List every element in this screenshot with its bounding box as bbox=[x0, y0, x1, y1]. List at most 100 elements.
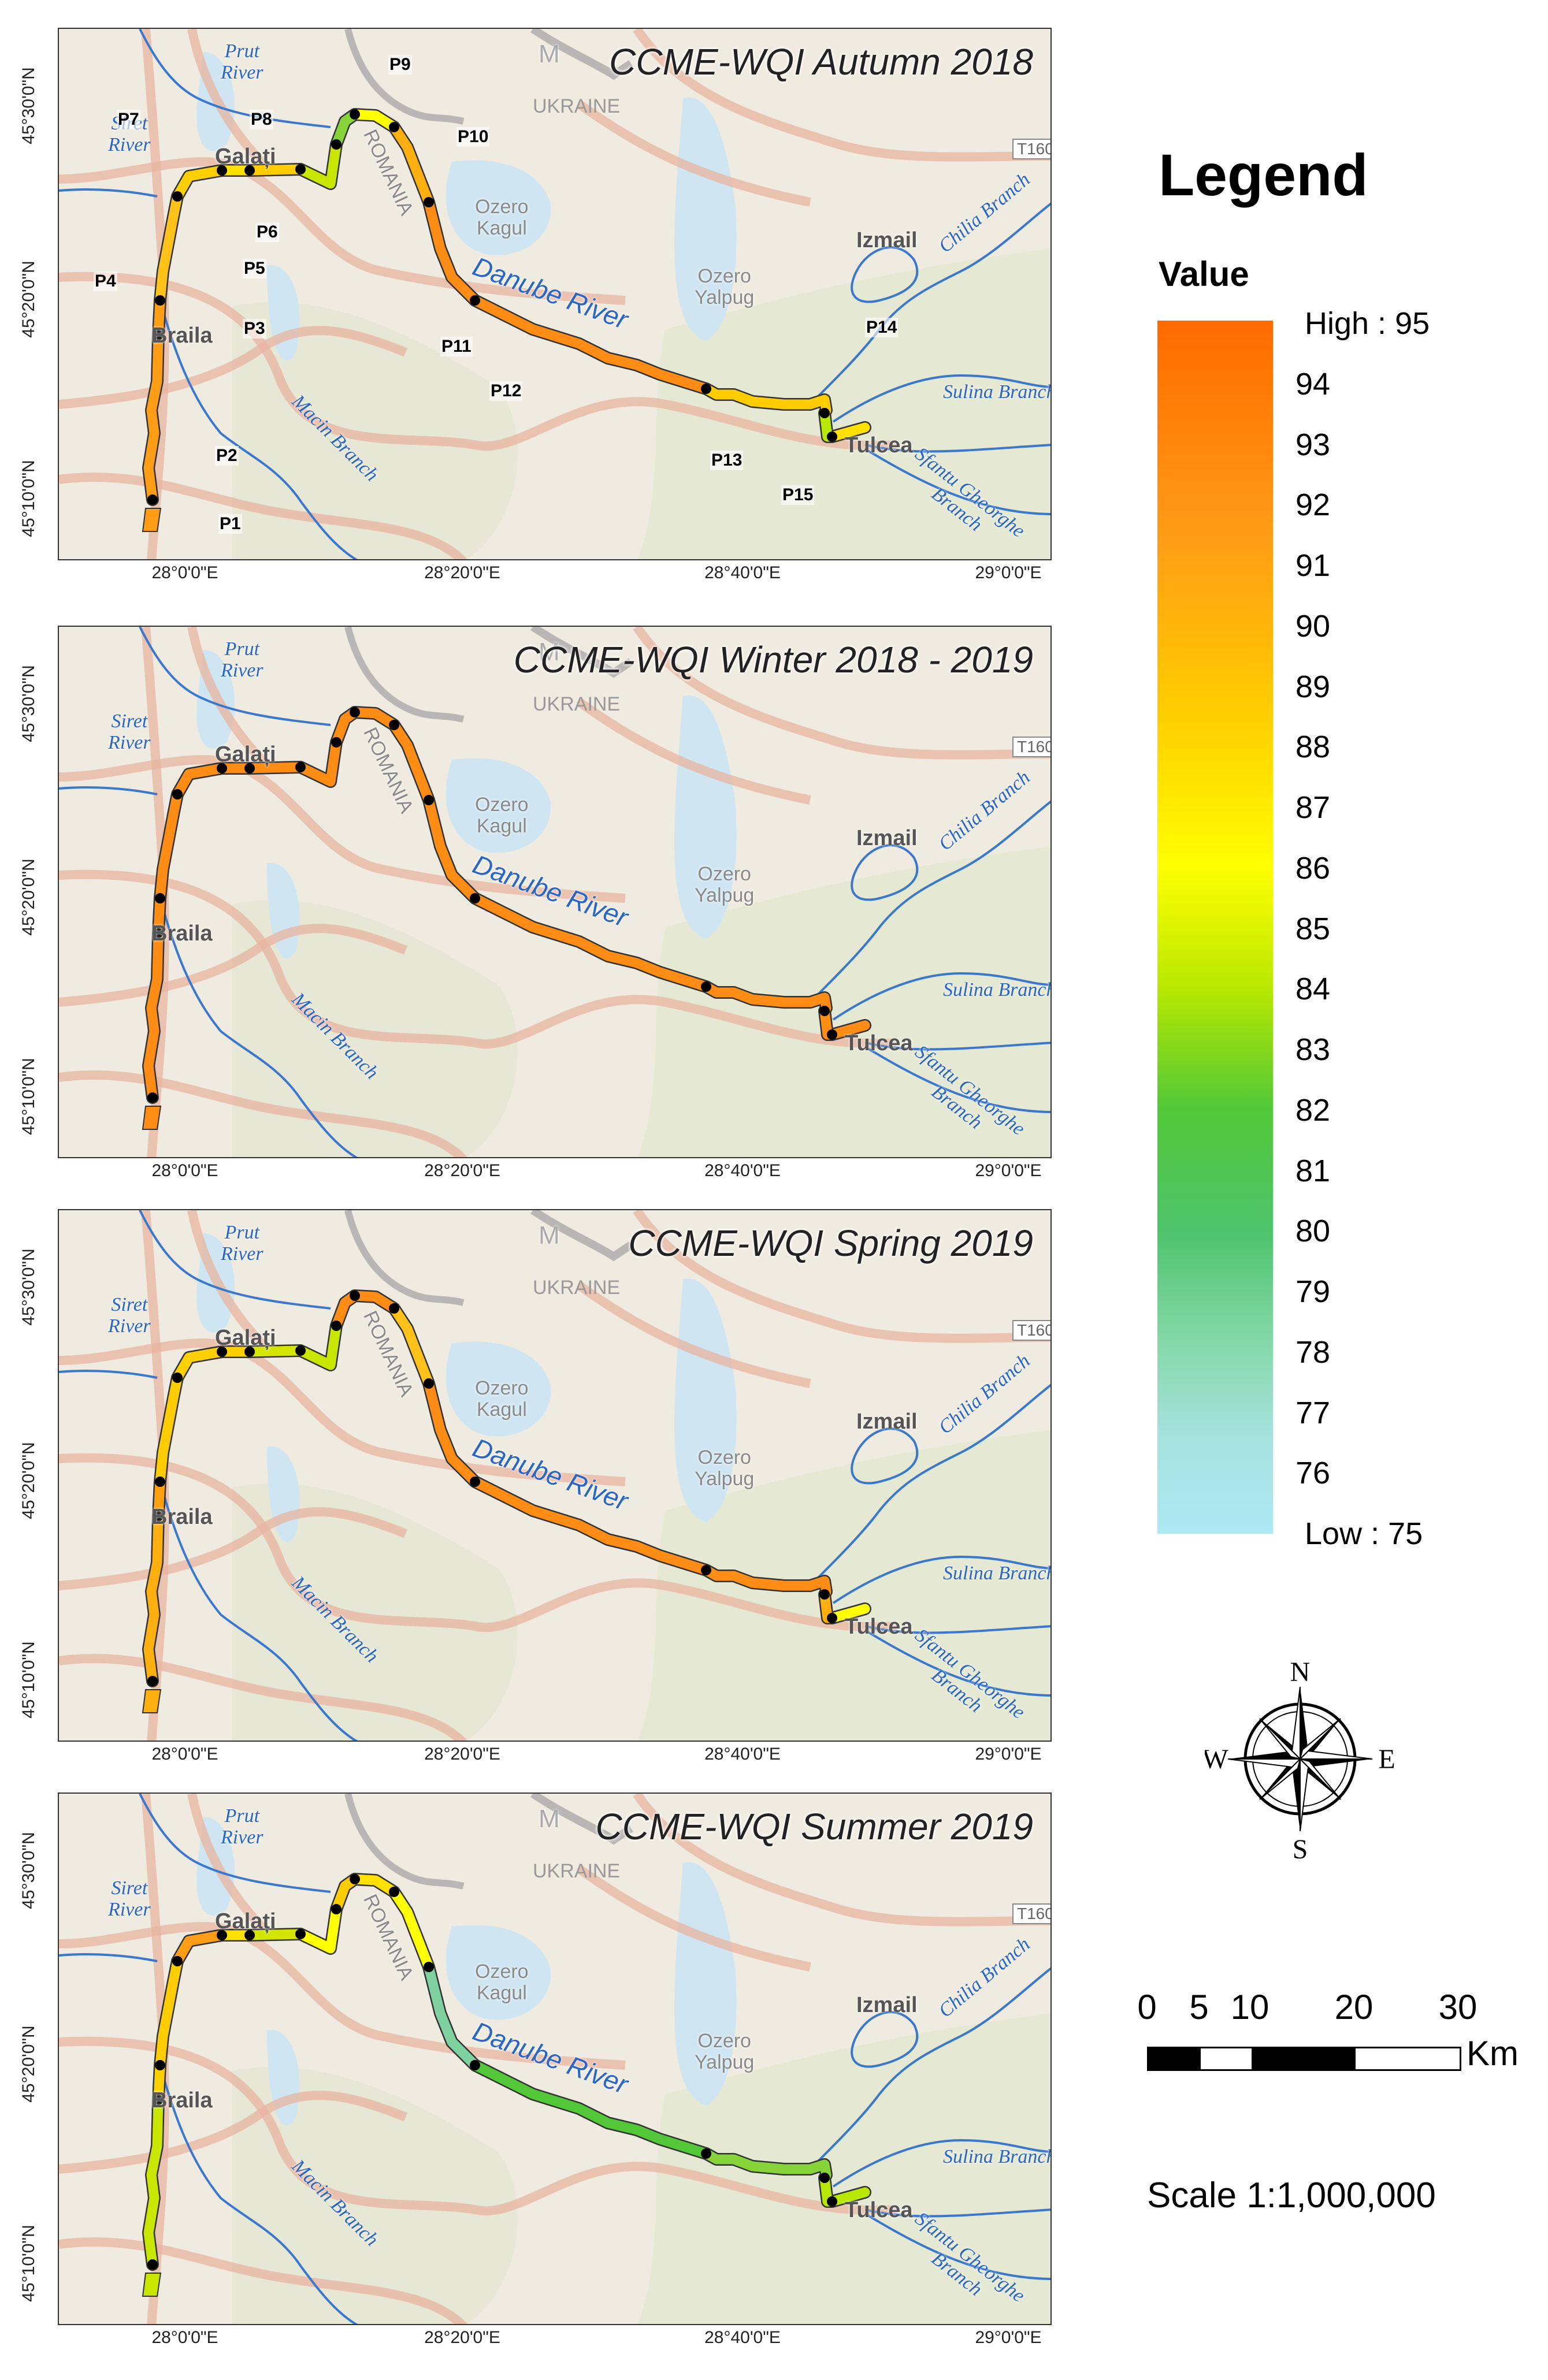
river-segment-12 bbox=[470, 1477, 711, 1575]
river-segment-3 bbox=[155, 1956, 183, 2070]
sampling-point-15 bbox=[827, 1613, 837, 1623]
panel-title: CCME-WQI Spring 2019 bbox=[628, 1222, 1033, 1264]
river-segment-6 bbox=[244, 164, 306, 176]
map-label-siret: Siret River bbox=[108, 1294, 151, 1337]
river-segment-6 bbox=[244, 1929, 306, 1940]
map-label-kagul: Ozero Kagul bbox=[475, 196, 529, 240]
river-segment-4 bbox=[172, 1347, 227, 1383]
river-segment-1 bbox=[143, 2095, 164, 2270]
point-label-P10: P10 bbox=[456, 127, 490, 147]
sampling-point-4 bbox=[172, 1956, 183, 1966]
sampling-point-4 bbox=[172, 789, 183, 799]
legend-tick-87: 87 bbox=[1295, 790, 1331, 825]
point-label-P6: P6 bbox=[255, 222, 279, 242]
map-label-braila: Braila bbox=[151, 2088, 213, 2113]
river-segment-13 bbox=[701, 2148, 831, 2183]
basemap bbox=[59, 627, 1050, 1157]
point-label-P14: P14 bbox=[865, 318, 899, 337]
sampling-point-12 bbox=[470, 2060, 480, 2070]
map-label-kagul: Ozero Kagul bbox=[475, 1961, 529, 2005]
river-segment-11 bbox=[424, 1378, 480, 1487]
sampling-point-3 bbox=[155, 893, 165, 903]
sampling-point-1 bbox=[147, 494, 158, 505]
map-label-galati: Galați bbox=[215, 742, 276, 767]
point-label-P13: P13 bbox=[710, 451, 744, 470]
x-axis-label: 28°20'0"E bbox=[424, 1161, 500, 1180]
sampling-point-7 bbox=[295, 1345, 306, 1356]
map-label-m: M bbox=[539, 638, 560, 666]
sampling-point-8 bbox=[331, 1321, 341, 1331]
sampling-point-5 bbox=[217, 1347, 227, 1357]
sampling-point-7 bbox=[295, 164, 306, 174]
map-label-road: T160 bbox=[1012, 1320, 1050, 1341]
point-label-P4: P4 bbox=[94, 272, 117, 291]
river-segment-15 bbox=[827, 1604, 870, 1623]
map-panel-1: 45°30'0"N 45°20'0"N 45°10'0"N 28°0'0"E 28°20… bbox=[0, 0, 1063, 582]
map-label-ukraine: UKRAINE bbox=[533, 1277, 621, 1299]
scale-number-10: 10 bbox=[1230, 1988, 1269, 2026]
y-axis-label: 45°20'0"N bbox=[19, 2025, 38, 2103]
legend-tick-86: 86 bbox=[1295, 850, 1331, 886]
river-segment-1 bbox=[143, 1511, 164, 1686]
legend-tick-94: 94 bbox=[1295, 366, 1331, 401]
sampling-point-2 bbox=[153, 330, 164, 340]
sampling-point-13 bbox=[701, 1565, 711, 1575]
compass-n: N bbox=[1290, 1657, 1311, 1687]
sampling-point-10 bbox=[389, 720, 399, 730]
map-label-prut: Prut River bbox=[221, 638, 263, 682]
map-label-sulina: Sulina Branch bbox=[943, 2146, 1052, 2167]
sampling-point-7 bbox=[295, 762, 306, 772]
river-segment-3 bbox=[155, 1373, 183, 1487]
map-label-yalpug: Ozero Yalpug bbox=[695, 1446, 755, 1490]
map-label-sulina: Sulina Branch bbox=[943, 979, 1052, 1001]
map-label-izmail: Izmail bbox=[856, 228, 918, 252]
sampling-point-14 bbox=[819, 1589, 830, 1600]
y-axis-label: 45°20'0"N bbox=[19, 858, 38, 936]
sampling-point-1 bbox=[147, 1092, 158, 1103]
sampling-point-3 bbox=[155, 2060, 165, 2070]
river-segment-1 bbox=[143, 330, 164, 505]
map-label-m: M bbox=[539, 1805, 560, 1833]
y-axis-label: 45°20'0"N bbox=[19, 261, 38, 338]
scale-unit: Km bbox=[1467, 2034, 1519, 2073]
x-axis-label: 28°40'0"E bbox=[704, 563, 781, 582]
river-segment-12 bbox=[470, 295, 711, 394]
map-label-tulcea: Tulcea bbox=[845, 1615, 913, 1639]
river-segment-1 bbox=[143, 928, 164, 1103]
river-segment-3 bbox=[155, 191, 183, 306]
sampling-point-15 bbox=[827, 432, 837, 442]
compass-e: E bbox=[1378, 1744, 1395, 1775]
panel-title: CCME-WQI Winter 2018 - 2019 bbox=[513, 639, 1033, 680]
sampling-point-13 bbox=[701, 384, 711, 394]
map-panel-3: 45°30'0"N 45°20'0"N 45°10'0"N 28°0'0"E 28°20… bbox=[0, 1181, 1063, 1764]
river-segment-15 bbox=[827, 2187, 870, 2207]
map-label-tulcea: Tulcea bbox=[845, 2198, 913, 2222]
compass-s: S bbox=[1293, 1834, 1308, 1863]
sampling-point-3 bbox=[155, 295, 165, 306]
sampling-point-10 bbox=[389, 122, 399, 132]
map-label-yalpug: Ozero Yalpug bbox=[695, 863, 755, 907]
river-segment-11 bbox=[424, 1962, 480, 2070]
map-label-sulina: Sulina Branch bbox=[943, 381, 1052, 403]
y-axis-label: 45°30'0"N bbox=[19, 665, 38, 742]
map-label-prut: Prut River bbox=[221, 1805, 263, 1849]
x-axis-label: 28°20'0"E bbox=[424, 1745, 500, 1764]
map-label-ukraine: UKRAINE bbox=[533, 95, 621, 117]
scale-number-20: 20 bbox=[1334, 1988, 1373, 2026]
legend-tick-79: 79 bbox=[1295, 1274, 1331, 1309]
sampling-point-2 bbox=[153, 928, 164, 938]
sampling-point-5 bbox=[217, 165, 227, 176]
y-axis-label: 45°30'0"N bbox=[19, 1248, 38, 1326]
sampling-point-9 bbox=[350, 1291, 360, 1301]
sampling-point-6 bbox=[244, 165, 255, 176]
map-label-siret: Siret River bbox=[108, 711, 151, 754]
sampling-point-11 bbox=[424, 1378, 434, 1389]
sampling-point-11 bbox=[424, 197, 434, 207]
river-segment-10 bbox=[389, 122, 434, 207]
sampling-point-14 bbox=[819, 2173, 830, 2183]
sampling-point-11 bbox=[424, 795, 434, 805]
legend-tick-82: 82 bbox=[1295, 1092, 1331, 1128]
river-segment-2 bbox=[153, 295, 165, 340]
